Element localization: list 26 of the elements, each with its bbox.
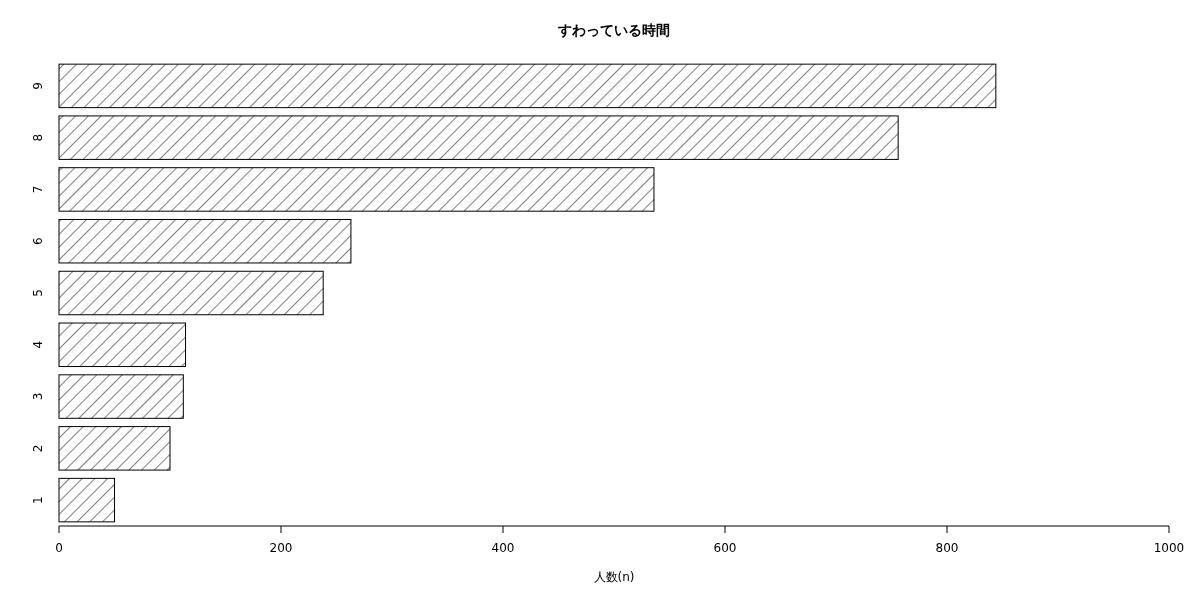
x-axis-title: 人数(n) [593, 570, 635, 584]
x-tick-label: 800 [935, 541, 959, 555]
y-tick-label: 1 [31, 496, 45, 504]
bar [58, 63, 997, 109]
bar [58, 477, 115, 523]
y-tick-label: 4 [31, 340, 45, 349]
y-tick-label: 3 [31, 392, 45, 401]
y-tick-label: 8 [31, 133, 45, 142]
x-tick-label: 0 [55, 541, 63, 555]
x-tick-label: 1000 [1153, 541, 1185, 555]
x-tick-label: 400 [491, 541, 515, 555]
y-tick-label: 6 [31, 237, 45, 246]
bar [58, 270, 324, 316]
bar [58, 167, 655, 212]
bar [58, 426, 171, 471]
bar [58, 115, 899, 160]
chart-title: すわっている時間 [557, 22, 670, 38]
y-tick-label: 7 [31, 185, 45, 194]
x-tick-label: 600 [713, 541, 737, 555]
y-tick-label: 2 [31, 444, 45, 453]
bar [58, 374, 184, 419]
x-tick-label: 200 [269, 541, 293, 555]
bar [58, 322, 187, 368]
bar [58, 218, 352, 264]
y-tick-label: 9 [31, 82, 45, 90]
y-tick-label: 5 [31, 289, 45, 297]
